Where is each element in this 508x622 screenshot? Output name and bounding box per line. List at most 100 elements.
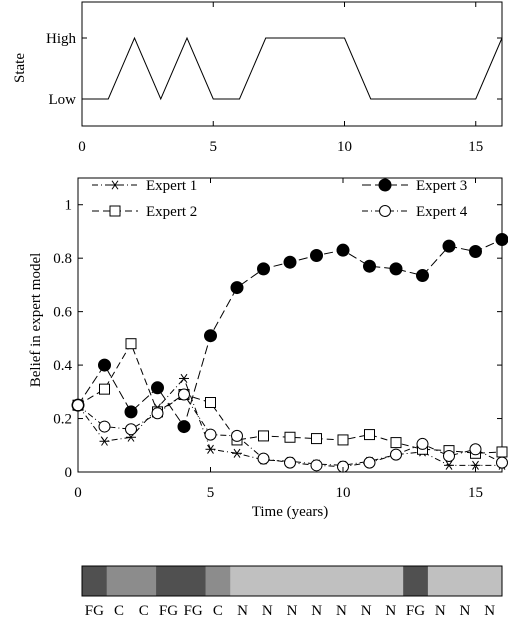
series-4-point bbox=[257, 452, 270, 465]
series-3-point bbox=[389, 262, 403, 276]
strip-cell bbox=[279, 566, 305, 596]
series-1-point bbox=[179, 373, 189, 383]
strip-cell bbox=[427, 566, 454, 596]
legend-marker bbox=[110, 180, 120, 190]
series-4-point bbox=[98, 420, 111, 433]
series-3-point bbox=[283, 255, 297, 269]
strip-cell bbox=[131, 566, 157, 596]
series-1-point bbox=[99, 436, 110, 446]
belief-ytick-label: 0.2 bbox=[53, 412, 72, 428]
series-4-point bbox=[231, 429, 243, 442]
series-2-point bbox=[258, 430, 269, 442]
strip-label: N bbox=[311, 603, 322, 619]
legend-label: Expert 1 bbox=[146, 178, 197, 194]
series-line-1 bbox=[77, 377, 502, 466]
legend-marker bbox=[109, 205, 121, 217]
series-line-4 bbox=[77, 393, 503, 468]
strip-cell bbox=[156, 566, 182, 596]
strip-cell bbox=[477, 566, 503, 596]
series-3-point bbox=[336, 243, 350, 257]
series-2-point bbox=[99, 383, 110, 395]
series-2-point bbox=[125, 338, 137, 350]
belief-ylabel: Belief in expert model bbox=[28, 253, 44, 388]
strip-label: C bbox=[114, 603, 124, 619]
series-2-point bbox=[390, 437, 402, 449]
regime-strip: FG C C FG FG C N N N N N N N FG N N N bbox=[81, 565, 503, 619]
state-xtick-label: 10 bbox=[337, 139, 352, 155]
strip-label: N bbox=[435, 603, 446, 619]
state-xtick-label: 15 bbox=[468, 139, 483, 155]
belief-ytick-label: 0.4 bbox=[53, 358, 72, 374]
strip-label: FG bbox=[406, 603, 425, 619]
series-4-point bbox=[284, 456, 296, 469]
belief-ytick-label: 0.6 bbox=[53, 305, 72, 321]
strip-label: FG bbox=[184, 603, 203, 619]
strip-label: C bbox=[139, 603, 149, 619]
strip-label: C bbox=[213, 603, 223, 619]
legend-marker bbox=[379, 205, 391, 217]
series-1-point bbox=[470, 460, 481, 470]
series-4-point bbox=[443, 449, 455, 462]
state-xtick-label: 5 bbox=[210, 139, 218, 155]
series-3-point bbox=[416, 269, 429, 283]
series-line-2 bbox=[77, 342, 503, 454]
belief-xtick-label: 10 bbox=[336, 485, 351, 501]
belief-xtick-label: 15 bbox=[468, 485, 483, 501]
belief-xlabel: Time (years) bbox=[252, 504, 329, 520]
series-2-point bbox=[337, 434, 349, 446]
state-ytick-label: High bbox=[46, 31, 77, 47]
legend-label: Expert 3 bbox=[416, 178, 467, 194]
strip-frame bbox=[81, 565, 503, 597]
belief-xtick-label: 5 bbox=[207, 485, 215, 501]
state-plot-frame bbox=[81, 1, 503, 127]
legend: Expert 1 Expert 2 Expert 3 Expert 4 bbox=[92, 178, 468, 220]
series-3-point bbox=[310, 249, 323, 263]
strip-label: N bbox=[385, 603, 396, 619]
strip-cell bbox=[329, 566, 355, 596]
series-3-point bbox=[469, 245, 482, 258]
series-3-point bbox=[124, 405, 138, 419]
series-1-point bbox=[444, 460, 454, 470]
series-1-point bbox=[232, 448, 242, 458]
legend-label: Expert 4 bbox=[416, 204, 468, 220]
strip-label: N bbox=[460, 603, 471, 619]
series-4-point bbox=[125, 423, 137, 436]
strip-cell bbox=[403, 566, 429, 596]
series-3-point bbox=[177, 420, 191, 434]
strip-label: FG bbox=[159, 603, 178, 619]
series-4-point bbox=[151, 407, 164, 420]
strip-label: N bbox=[336, 603, 347, 619]
strip-label: N bbox=[237, 603, 248, 619]
belief-ytick-label: 1 bbox=[65, 198, 73, 214]
series-4-point bbox=[178, 388, 190, 401]
series-4-point bbox=[337, 460, 349, 473]
strip-cell bbox=[82, 566, 108, 596]
series-4-point bbox=[72, 399, 84, 412]
strip-label: N bbox=[287, 603, 298, 619]
strip-label: N bbox=[262, 603, 273, 619]
strip-label: N bbox=[361, 603, 372, 619]
state-xtick-label: 0 bbox=[78, 139, 86, 155]
series-2-point bbox=[284, 431, 296, 443]
state-ytick-label: Low bbox=[49, 92, 77, 108]
strip-cell bbox=[180, 566, 207, 596]
legend-marker bbox=[378, 178, 392, 192]
strip-cell bbox=[378, 566, 404, 596]
series-4-point bbox=[363, 456, 376, 469]
legend-label: Expert 2 bbox=[146, 204, 197, 220]
series-4-point bbox=[204, 428, 217, 441]
strip-label: FG bbox=[85, 603, 104, 619]
series-2-point bbox=[311, 433, 322, 445]
strip-cell bbox=[304, 566, 330, 596]
series-3-point bbox=[98, 358, 111, 372]
strip-cell bbox=[230, 566, 256, 596]
series-4-point bbox=[310, 459, 323, 472]
series-4-point bbox=[390, 448, 402, 461]
strip-cell bbox=[254, 566, 281, 596]
strip-label: N bbox=[484, 603, 495, 619]
series-2-point bbox=[205, 397, 216, 409]
belief-ytick-label: 0 bbox=[65, 465, 73, 481]
series-4-point bbox=[496, 456, 508, 469]
